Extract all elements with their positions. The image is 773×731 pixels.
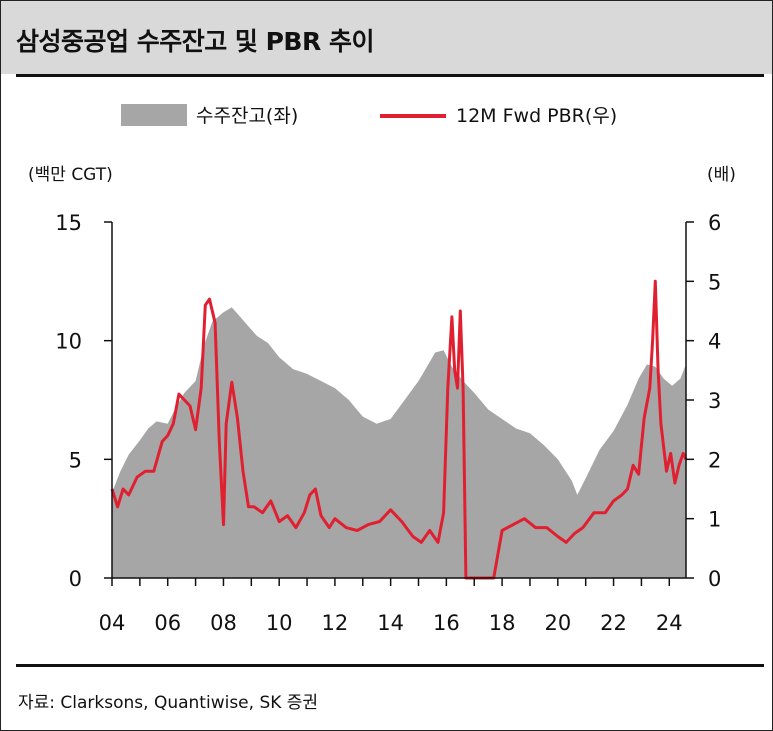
source-rule xyxy=(16,664,764,667)
left-axis-unit: (백만 CGT) xyxy=(28,165,113,185)
x-tick-label: 22 xyxy=(600,611,627,635)
legend-area-swatch xyxy=(121,104,187,126)
right-tick-label: 2 xyxy=(708,448,721,472)
legend-line-label: 12M Fwd PBR(우) xyxy=(456,105,618,127)
title-rule xyxy=(16,74,764,77)
right-tick-label: 3 xyxy=(708,389,721,413)
right-tick-label: 4 xyxy=(708,330,721,354)
x-tick-label: 14 xyxy=(377,611,404,635)
legend-area-label: 수주잔고(좌) xyxy=(196,105,299,127)
left-tick-label: 5 xyxy=(69,448,82,472)
x-tick-label: 16 xyxy=(433,611,460,635)
chart-title: 삼성중공업 수주잔고 및 PBR 추이 xyxy=(16,27,374,56)
left-tick-label: 15 xyxy=(55,211,82,235)
title-bar xyxy=(1,1,772,74)
x-tick-label: 04 xyxy=(99,611,126,635)
x-tick-label: 18 xyxy=(489,611,516,635)
right-tick-label: 0 xyxy=(708,567,721,591)
source-note: 자료: Clarksons, Quantiwise, SK 증권 xyxy=(18,693,319,713)
legend-line-swatch xyxy=(380,114,446,118)
series-pbr-line xyxy=(110,279,688,580)
series-backlog-area xyxy=(112,307,686,578)
right-axis-unit: (배) xyxy=(707,165,736,185)
x-tick-label: 20 xyxy=(544,611,571,635)
left-tick-label: 10 xyxy=(55,330,82,354)
x-tick-label: 08 xyxy=(210,611,237,635)
right-tick-label: 5 xyxy=(708,270,721,294)
right-tick-label: 6 xyxy=(708,211,721,235)
left-tick-label: 0 xyxy=(69,567,82,591)
x-tick-label: 06 xyxy=(154,611,181,635)
right-tick-label: 1 xyxy=(708,508,721,532)
x-tick-label: 24 xyxy=(656,611,683,635)
x-tick-label: 10 xyxy=(266,611,293,635)
x-tick-label: 12 xyxy=(322,611,349,635)
